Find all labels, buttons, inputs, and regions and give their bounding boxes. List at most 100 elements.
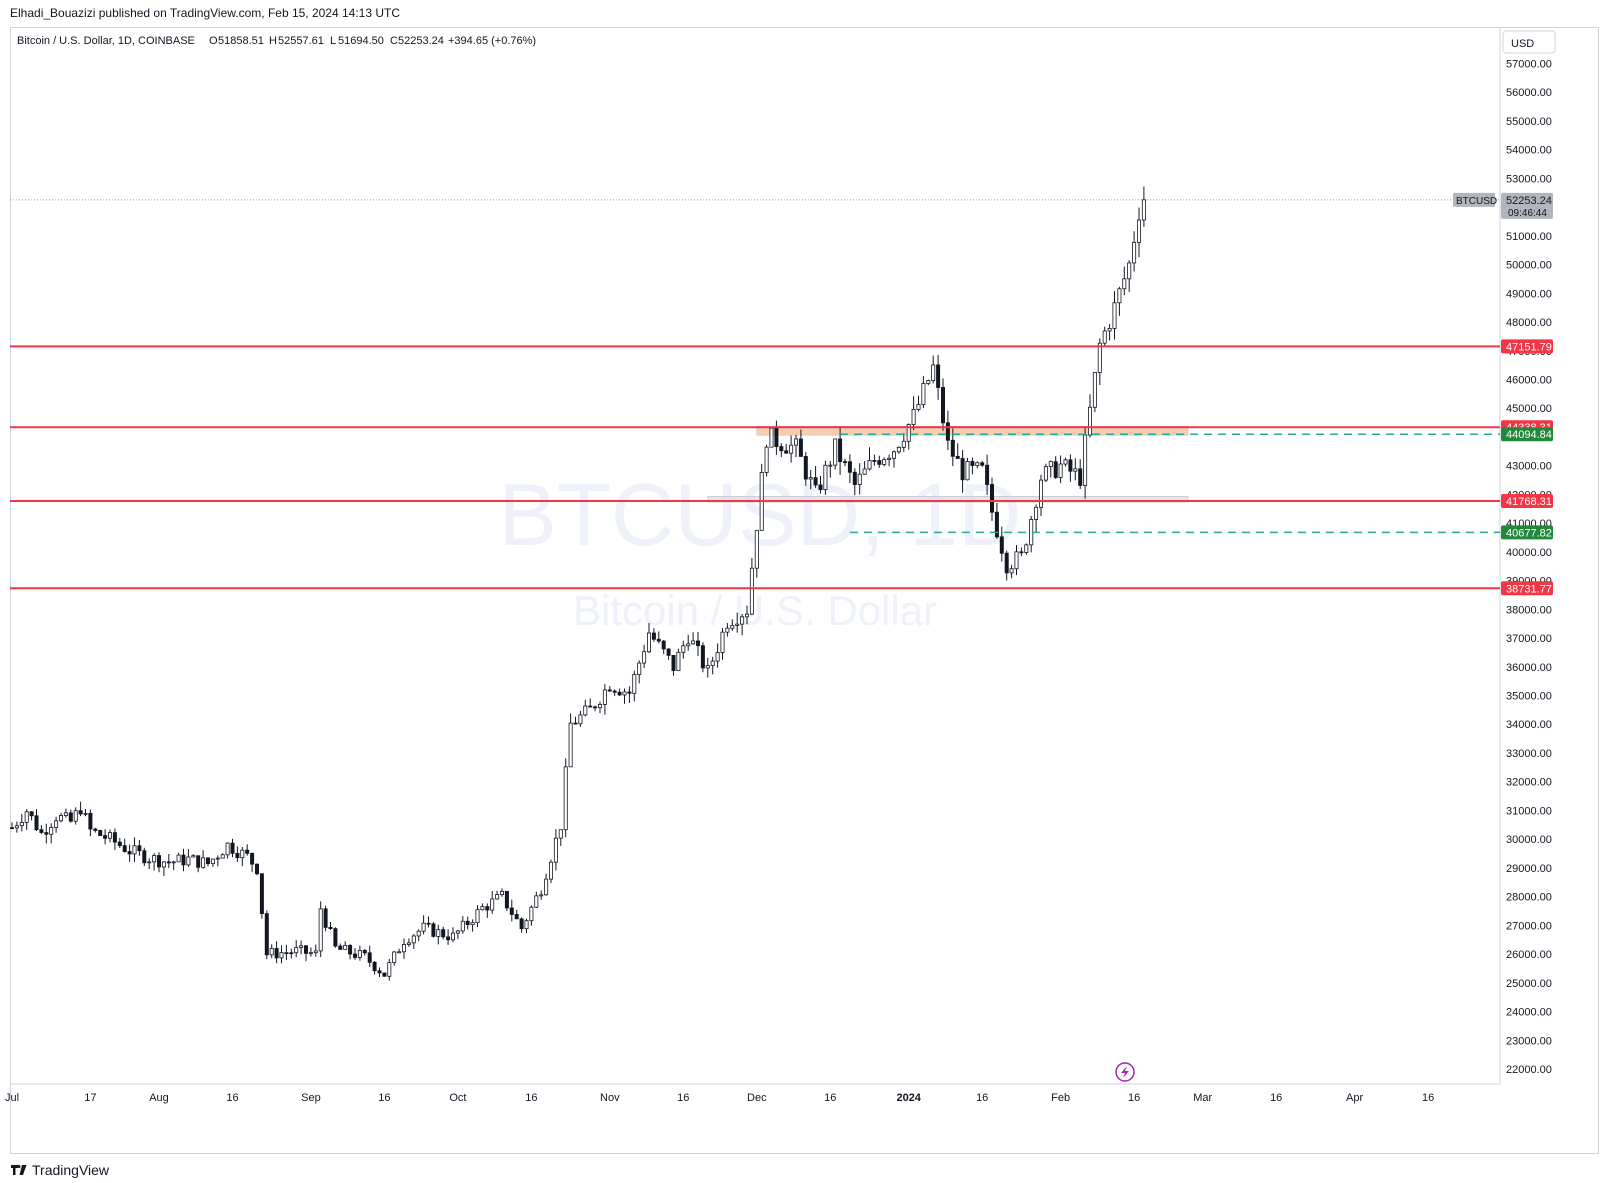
candle-up[interactable]: [730, 624, 735, 629]
candle-down[interactable]: [250, 852, 255, 865]
candle-up[interactable]: [313, 950, 318, 954]
candle-down[interactable]: [877, 460, 882, 465]
candle-up[interactable]: [49, 827, 54, 835]
candle-down[interactable]: [784, 450, 789, 454]
candle-up[interactable]: [176, 854, 181, 863]
candle-up[interactable]: [558, 829, 563, 839]
candle-up[interactable]: [833, 438, 838, 466]
candle-down[interactable]: [485, 906, 490, 911]
candle-down[interactable]: [137, 845, 142, 852]
candle-up[interactable]: [745, 613, 750, 618]
candle-up[interactable]: [882, 459, 887, 465]
candle-down[interactable]: [181, 854, 186, 866]
candle-up[interactable]: [152, 855, 157, 863]
candle-up[interactable]: [1073, 468, 1078, 472]
candle-up[interactable]: [1141, 199, 1146, 221]
candle-down[interactable]: [651, 632, 656, 640]
candle-up[interactable]: [24, 811, 29, 823]
candle-up[interactable]: [534, 895, 539, 908]
candle-down[interactable]: [44, 832, 49, 835]
candle-up[interactable]: [735, 623, 740, 626]
candle-down[interactable]: [196, 855, 201, 868]
candle-up[interactable]: [54, 820, 59, 828]
candle-down[interactable]: [372, 961, 377, 972]
candle-down[interactable]: [936, 364, 941, 388]
candle-down[interactable]: [950, 439, 955, 457]
candle-up[interactable]: [568, 722, 573, 768]
candle-down[interactable]: [88, 812, 93, 830]
candle-up[interactable]: [210, 858, 215, 865]
candle-down[interactable]: [985, 464, 990, 485]
candle-down[interactable]: [798, 438, 803, 457]
candle-up[interactable]: [436, 929, 441, 937]
candle-up[interactable]: [1043, 466, 1048, 481]
candle-down[interactable]: [970, 461, 975, 466]
candle-down[interactable]: [156, 855, 161, 868]
candle-up[interactable]: [916, 404, 921, 410]
candle-up[interactable]: [480, 906, 485, 911]
candle-up[interactable]: [622, 691, 627, 696]
candle-up[interactable]: [397, 951, 402, 954]
candle-up[interactable]: [632, 674, 637, 694]
candle-up[interactable]: [911, 409, 916, 425]
candle-down[interactable]: [818, 484, 823, 490]
candle-down[interactable]: [774, 427, 779, 447]
candle-down[interactable]: [504, 890, 509, 909]
candle-up[interactable]: [1102, 330, 1107, 344]
candle-up[interactable]: [524, 920, 529, 930]
candle-down[interactable]: [284, 952, 289, 955]
candle-down[interactable]: [593, 706, 598, 709]
candle-down[interactable]: [34, 815, 39, 831]
candle-down[interactable]: [9, 827, 14, 830]
candle-up[interactable]: [1048, 461, 1053, 467]
candle-down[interactable]: [990, 484, 995, 513]
candle-up[interactable]: [901, 440, 906, 448]
candle-up[interactable]: [965, 461, 970, 481]
candle-up[interactable]: [63, 812, 68, 816]
candle-down[interactable]: [1004, 552, 1009, 574]
candle-up[interactable]: [686, 643, 691, 647]
candle-up[interactable]: [490, 898, 495, 911]
candle-down[interactable]: [303, 945, 308, 954]
candle-up[interactable]: [1127, 262, 1132, 280]
candle-up[interactable]: [740, 616, 745, 625]
candle-down[interactable]: [941, 387, 946, 424]
candle-down[interactable]: [999, 536, 1004, 554]
candle-up[interactable]: [1039, 479, 1044, 508]
candle-down[interactable]: [382, 972, 387, 977]
candle-down[interactable]: [509, 907, 514, 915]
candle-down[interactable]: [68, 812, 73, 822]
candle-up[interactable]: [926, 380, 931, 384]
candle-up[interactable]: [59, 815, 64, 822]
candle-up[interactable]: [475, 909, 480, 924]
candle-up[interactable]: [147, 861, 152, 864]
candle-up[interactable]: [823, 464, 828, 490]
candle-up[interactable]: [343, 945, 348, 950]
candle-down[interactable]: [696, 640, 701, 647]
candle-up[interactable]: [1122, 278, 1127, 290]
candle-up[interactable]: [681, 645, 686, 653]
candle-up[interactable]: [1034, 506, 1039, 520]
candle-down[interactable]: [245, 849, 250, 854]
candle-up[interactable]: [108, 832, 113, 839]
candle-up[interactable]: [1083, 434, 1088, 486]
candle-up[interactable]: [161, 861, 166, 868]
candle-down[interactable]: [803, 456, 808, 480]
candle-down[interactable]: [264, 913, 269, 956]
candle-down[interactable]: [779, 446, 784, 452]
candle-up[interactable]: [906, 424, 911, 442]
candle-up[interactable]: [789, 444, 794, 454]
candle-down[interactable]: [259, 873, 264, 914]
candle-up[interactable]: [921, 382, 926, 405]
candle-down[interactable]: [671, 654, 676, 671]
candle-up[interactable]: [1063, 459, 1068, 465]
candle-down[interactable]: [1078, 468, 1083, 486]
candle-up[interactable]: [191, 855, 196, 858]
candle-up[interactable]: [749, 567, 754, 615]
candle-up[interactable]: [215, 857, 220, 860]
candle-up[interactable]: [392, 951, 397, 963]
candle-down[interactable]: [426, 922, 431, 925]
candle-down[interactable]: [945, 422, 950, 441]
candle-up[interactable]: [83, 812, 88, 815]
